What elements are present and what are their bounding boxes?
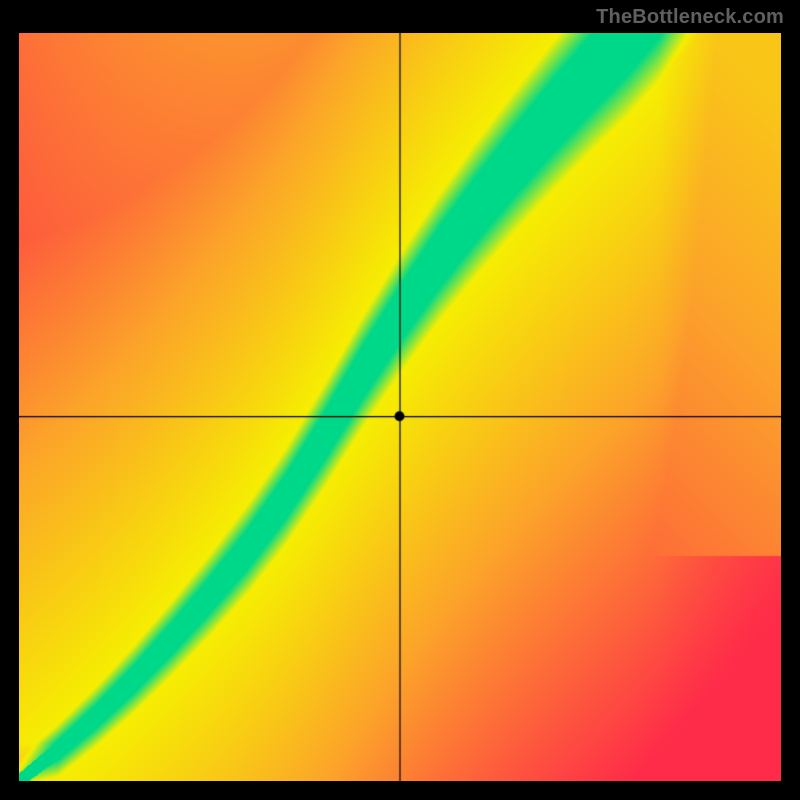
watermark-text: TheBottleneck.com — [596, 6, 784, 29]
chart-container: TheBottleneck.com — [0, 0, 800, 800]
heatmap-plot — [19, 33, 781, 781]
heatmap-canvas — [19, 33, 781, 781]
